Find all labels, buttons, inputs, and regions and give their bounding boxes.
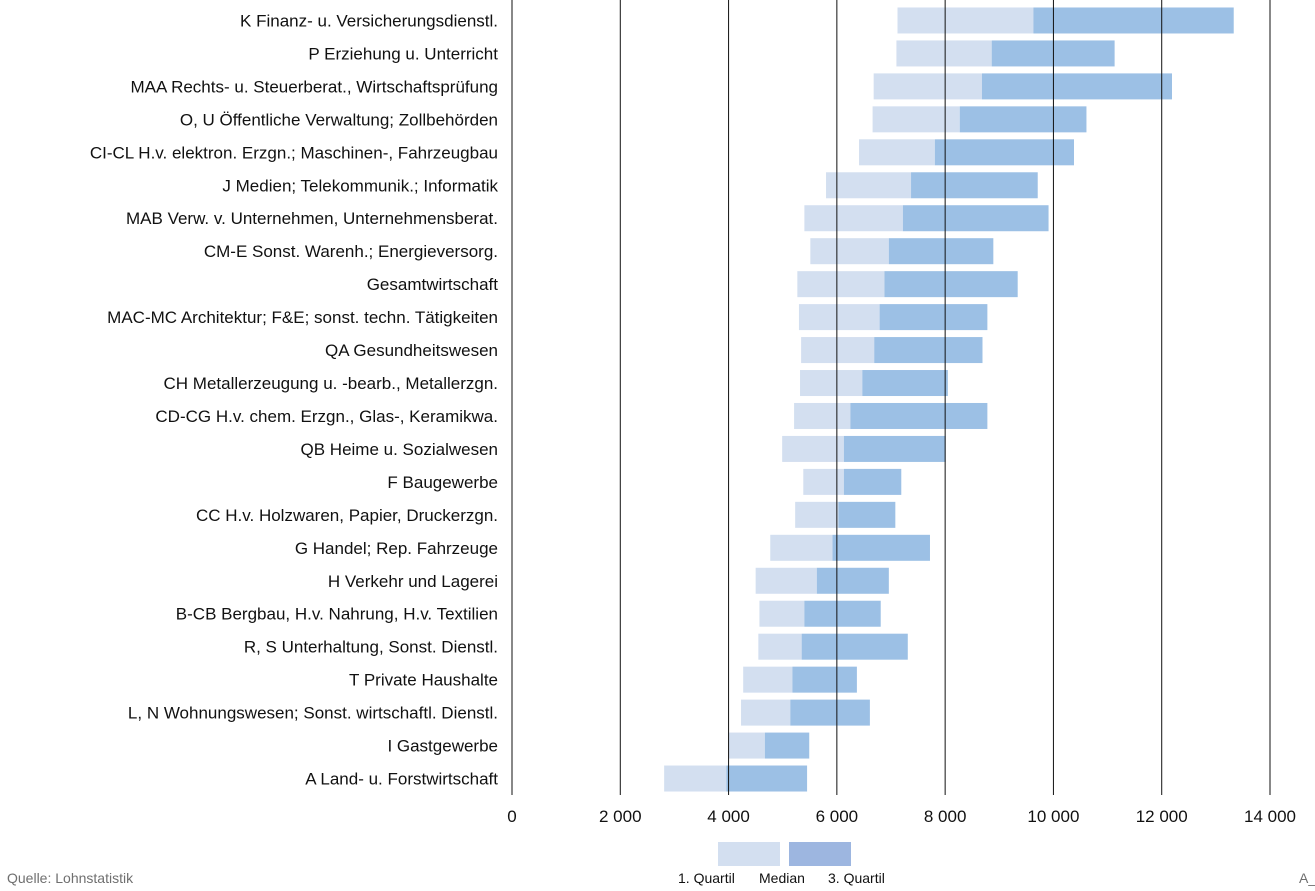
bar-median-q3: [879, 304, 988, 331]
legend-label-q1: 1. Quartil: [678, 870, 735, 886]
bar-median-q3: [801, 633, 908, 660]
bar-q1-median: [896, 40, 992, 67]
bar-q1-median: [804, 205, 903, 232]
corner-text: A_: [1299, 870, 1315, 886]
x-tick-label: 0: [507, 807, 516, 826]
bar-median-q3: [838, 501, 896, 528]
x-tick-label: 2 000: [599, 807, 642, 826]
category-label: QA Gesundheitswesen: [325, 341, 498, 360]
bar-median-q3: [862, 370, 948, 397]
bar-q1-median: [794, 402, 851, 429]
x-tick-label: 10 000: [1027, 807, 1079, 826]
bar-median-q3: [850, 402, 988, 429]
bar-median-q3: [843, 435, 946, 462]
legend-label-q3: 3. Quartil: [828, 870, 885, 886]
bar-q1-median: [758, 633, 802, 660]
category-label: F Baugewerbe: [387, 473, 498, 492]
category-label: A Land- u. Forstwirtschaft: [305, 770, 498, 789]
category-label: MAA Rechts- u. Steuerberat., Wirtschafts…: [130, 77, 498, 96]
bar-median-q3: [764, 732, 810, 759]
bar-median-q3: [792, 666, 857, 693]
bar-q1-median: [826, 172, 912, 199]
x-tick-label: 14 000: [1244, 807, 1296, 826]
legend-label-median: Median: [759, 870, 805, 886]
bars: [664, 7, 1234, 792]
category-label: CC H.v. Holzwaren, Papier, Druckerzgn.: [196, 506, 498, 525]
bar-median-q3: [816, 567, 889, 594]
category-label: R, S Unterhaltung, Sonst. Dienstl.: [244, 638, 498, 657]
bar-median-q3: [884, 271, 1018, 298]
legend-swatch-median-q3: [789, 842, 851, 866]
category-label: CD-CG H.v. chem. Erzgn., Glas-, Keramikw…: [155, 407, 498, 426]
legend-swatch-q1-median: [718, 842, 780, 866]
bar-median-q3: [790, 699, 870, 726]
bar-median-q3: [888, 238, 994, 265]
bar-q1-median: [755, 567, 817, 594]
category-label: L, N Wohnungswesen; Sonst. wirtschaftl. …: [128, 704, 498, 723]
category-label: I Gastgewerbe: [387, 737, 498, 756]
bar-q1-median: [798, 304, 880, 331]
bar-median-q3: [726, 765, 808, 792]
bar-median-q3: [911, 172, 1038, 199]
x-tick-label: 8 000: [924, 807, 967, 826]
category-label: CM-E Sonst. Warenh.; Energieversorg.: [204, 242, 498, 261]
category-label: P Erziehung u. Unterricht: [308, 44, 498, 63]
bar-q1-median: [859, 139, 935, 166]
bar-q1-median: [872, 106, 960, 133]
x-tick-label: 4 000: [707, 807, 750, 826]
category-label: QB Heime u. Sozialwesen: [301, 440, 498, 459]
bar-median-q3: [902, 205, 1049, 232]
x-tick-label: 12 000: [1136, 807, 1188, 826]
x-tick-label: 6 000: [816, 807, 859, 826]
bar-median-q3: [832, 534, 930, 561]
bar-median-q3: [874, 337, 983, 364]
bar-q1-median: [770, 534, 833, 561]
bar-q1-median: [782, 435, 844, 462]
bar-q1-median: [664, 765, 727, 792]
bar-q1-median: [803, 468, 844, 495]
category-label: MAC-MC Architektur; F&E; sonst. techn. T…: [107, 308, 498, 327]
bar-median-q3: [981, 73, 1173, 100]
bar-q1-median: [797, 271, 885, 298]
category-label: CI-CL H.v. elektron. Erzgn.; Maschinen-,…: [90, 143, 498, 162]
category-label: CH Metallerzeugung u. -bearb., Metallerz…: [164, 374, 499, 393]
bar-q1-median: [810, 238, 889, 265]
category-label: O, U Öffentliche Verwaltung; Zollbehörde…: [180, 110, 498, 129]
bar-q1-median: [897, 7, 1034, 34]
category-label: J Medien; Telekommunik.; Informatik: [222, 176, 498, 195]
bar-median-q3: [959, 106, 1087, 133]
bar-median-q3: [1033, 7, 1234, 34]
source-note: Quelle: Lohnstatistik: [7, 870, 134, 886]
category-label: MAB Verw. v. Unternehmen, Unternehmensbe…: [126, 209, 498, 228]
bar-median-q3: [934, 139, 1075, 166]
category-label: G Handel; Rep. Fahrzeuge: [295, 539, 498, 558]
category-label: B-CB Bergbau, H.v. Nahrung, H.v. Textili…: [176, 605, 498, 624]
bar-q1-median: [800, 370, 863, 397]
category-label: H Verkehr und Lagerei: [328, 572, 498, 591]
bar-q1-median: [741, 699, 791, 726]
category-label: Gesamtwirtschaft: [367, 275, 499, 294]
bar-median-q3: [804, 600, 881, 627]
bar-q1-median: [743, 666, 793, 693]
bar-q1-median: [873, 73, 982, 100]
bar-median-q3: [843, 468, 902, 495]
category-label: T Private Haushalte: [349, 671, 498, 690]
bar-q1-median: [801, 337, 875, 364]
bar-q1-median: [759, 600, 805, 627]
bar-q1-median: [728, 732, 765, 759]
bar-q1-median: [795, 501, 839, 528]
category-label: K Finanz- u. Versicherungsdienstl.: [240, 11, 498, 30]
